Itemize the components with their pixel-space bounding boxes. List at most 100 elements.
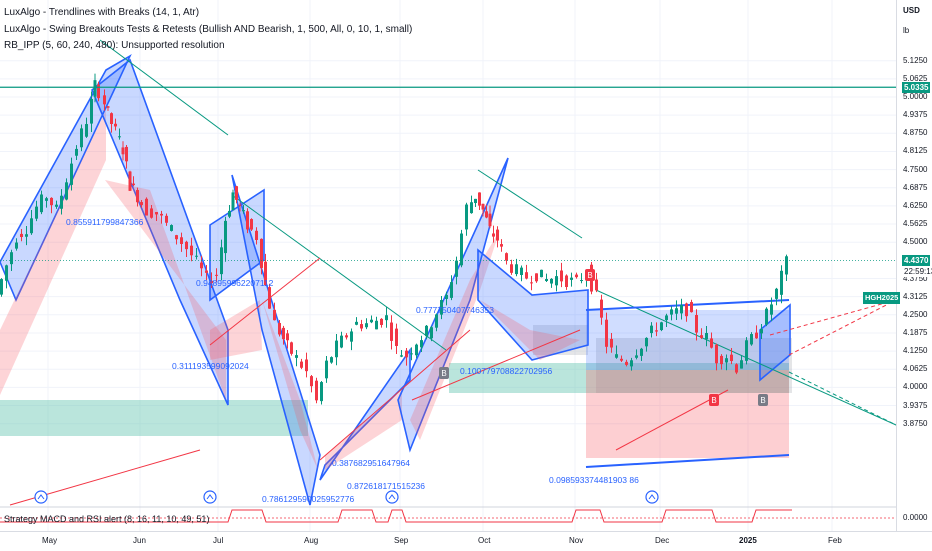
- candle-body: [670, 309, 673, 315]
- candle-body: [10, 252, 13, 265]
- fib-annotation: 0.855911799847366: [66, 217, 144, 227]
- channel-red: [262, 300, 318, 470]
- candle-body: [595, 279, 598, 291]
- fib-annotation: 0.098593374481903 86: [549, 475, 639, 485]
- candle-body: [231, 192, 235, 211]
- candle-body: [370, 319, 373, 323]
- b-marker-label: B: [760, 396, 765, 405]
- legend-trendlines[interactable]: LuxAlgo - Trendlines with Breaks (14, 1,…: [4, 7, 200, 18]
- ticker-tag: HGH2025: [863, 292, 901, 304]
- candle-body: [535, 273, 538, 282]
- candle-body: [255, 230, 258, 241]
- candle-body: [780, 270, 783, 295]
- candle-body: [140, 202, 143, 206]
- candle-body: [290, 342, 293, 354]
- candle-body: [20, 233, 23, 238]
- signal-icon: [645, 490, 659, 504]
- strategy-legend[interactable]: Strategy MACD and RSI alert (8, 16, 11, …: [4, 514, 210, 524]
- candle-body: [745, 340, 748, 361]
- candle-body: [481, 203, 485, 210]
- signal-icon: [203, 490, 217, 504]
- price-tick: 4.1250: [903, 346, 928, 356]
- candle-body: [474, 198, 477, 204]
- candle-body: [650, 325, 653, 334]
- candle-body: [730, 354, 733, 362]
- candle-body: [330, 357, 333, 363]
- candle-body: [570, 277, 573, 280]
- signal-icon-arrow: [648, 494, 656, 500]
- fib-annotation: 0.100779708822702956: [460, 366, 553, 376]
- candle-body: [445, 294, 448, 299]
- time-tick: Oct: [478, 536, 491, 545]
- candle-body: [5, 265, 8, 281]
- candle-body: [710, 338, 713, 348]
- candle-body: [250, 219, 253, 230]
- candle-body: [118, 136, 121, 138]
- candle-body: [390, 322, 393, 341]
- candle-body: [60, 195, 63, 209]
- b-marker-label: B: [441, 369, 446, 378]
- candle-body: [65, 182, 68, 200]
- candle-body: [565, 275, 568, 287]
- candle-body: [264, 261, 267, 285]
- time-axis[interactable]: May Jun Jul Aug Sep Oct Nov Dec 2025 Feb: [0, 531, 932, 551]
- candle-body: [685, 303, 688, 317]
- candle-body: [610, 338, 613, 348]
- candle-body: [97, 84, 100, 99]
- price-tick: 3.8750: [903, 418, 928, 428]
- channel-blue: [231, 174, 321, 506]
- candle-body: [450, 282, 453, 298]
- candle-body: [410, 353, 413, 355]
- candle-body: [320, 382, 323, 402]
- candle-body: [300, 361, 303, 368]
- price-tick: 4.3750: [903, 273, 928, 283]
- candle-body: [165, 215, 168, 223]
- price-tick: 4.3125: [903, 291, 928, 301]
- time-tick: Aug: [304, 536, 319, 545]
- candle-body: [93, 80, 97, 97]
- candle-body: [215, 274, 218, 276]
- candle-body: [720, 355, 723, 365]
- price-tick: 3.9375: [903, 400, 928, 410]
- candle-body: [350, 331, 353, 342]
- candle-body: [242, 210, 245, 212]
- candle-body: [680, 305, 683, 314]
- trendline-extension: [788, 371, 897, 426]
- price-axis[interactable]: USD lb 5.1250 5.0625 5.0000 4.9375 4.8750 4.8…: [896, 0, 932, 531]
- b-marker: [439, 367, 449, 379]
- channel-blue: [397, 157, 509, 453]
- candle-body: [460, 233, 463, 266]
- candle-body: [500, 244, 503, 247]
- price-tick: 5.0000: [903, 92, 928, 101]
- legend-rb-ipp[interactable]: RB_IPP (5, 60, 240, 480): Unsupported re…: [4, 40, 225, 51]
- signal-icon-arrow: [206, 494, 214, 500]
- candle-body: [106, 106, 110, 108]
- signal-icon: [385, 490, 399, 504]
- candle-body: [395, 328, 398, 347]
- fib-annotation: 0.786129590025952776: [262, 494, 355, 504]
- b-marker-label: B: [711, 396, 716, 405]
- candle-body: [605, 319, 608, 347]
- candle-body: [405, 350, 408, 358]
- candle-body: [228, 210, 231, 217]
- candle-body: [615, 354, 618, 358]
- candle-body: [170, 225, 173, 231]
- trendline: [585, 454, 790, 468]
- candle-body: [665, 315, 668, 321]
- candle-body: [365, 323, 368, 328]
- fib-annotation: 0.387682951647964: [332, 458, 410, 468]
- currency-label[interactable]: USD: [903, 6, 920, 15]
- candle-body: [580, 280, 583, 282]
- candle-body: [224, 220, 227, 254]
- blue-zone: [586, 310, 789, 370]
- candle-body: [220, 247, 223, 275]
- channel-blue: [0, 54, 132, 302]
- candle-body: [735, 364, 738, 373]
- candle-body: [114, 123, 117, 127]
- candle-body: [520, 267, 523, 276]
- candle-body: [128, 171, 132, 191]
- unit-label[interactable]: lb: [903, 26, 910, 35]
- candle-body: [260, 238, 263, 268]
- legend-swing-breakouts[interactable]: LuxAlgo - Swing Breakouts Tests & Retest…: [4, 23, 413, 35]
